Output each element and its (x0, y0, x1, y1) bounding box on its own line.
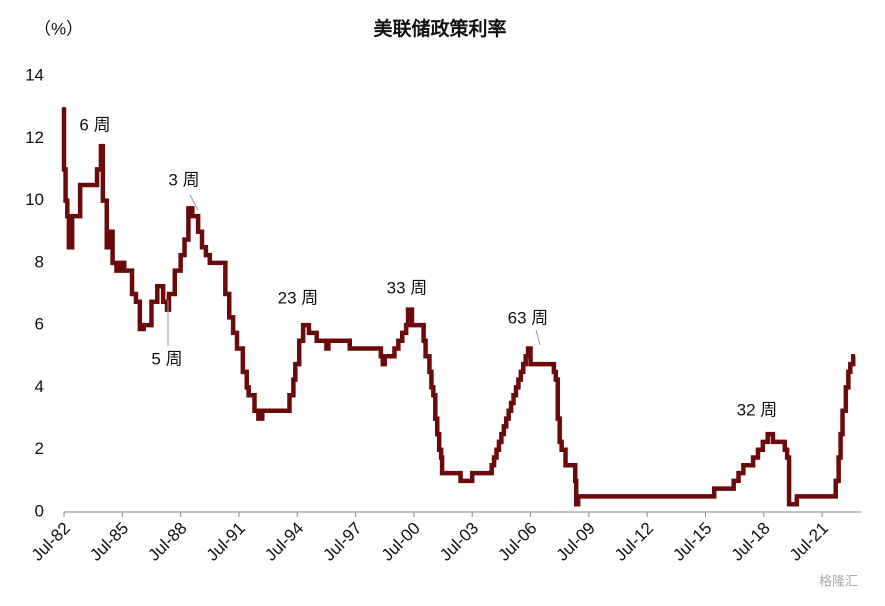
annotation: 63 周 (508, 308, 549, 327)
annotation: 3 周 (168, 170, 199, 189)
x-tick-label: Jul-06 (494, 519, 540, 565)
watermark: 格隆汇 (819, 573, 858, 588)
x-tick-label: Jul-97 (319, 519, 365, 565)
x-tick-label: Jul-00 (378, 519, 424, 565)
x-tick-label: Jul-03 (436, 519, 482, 565)
x-tick-label: Jul-91 (203, 519, 249, 565)
x-tick-label: Jul-21 (786, 519, 832, 565)
x-tick-label: Jul-85 (86, 519, 132, 565)
chart-title: 美联储政策利率 (373, 17, 506, 40)
y-tick-label: 10 (25, 190, 44, 209)
y-tick-label: 12 (25, 128, 44, 147)
x-tick-label: Jul-82 (28, 519, 74, 565)
annotation: 32 周 (737, 400, 778, 419)
x-tick-label: Jul-18 (728, 519, 774, 565)
annotation: 6 周 (79, 115, 110, 134)
y-tick-label: 2 (35, 439, 44, 458)
y-tick-label: 14 (25, 65, 44, 84)
y-tick-label: 4 (35, 377, 44, 396)
annotation: 33 周 (387, 278, 428, 297)
x-tick-label: Jul-94 (261, 519, 307, 565)
annotation-leader (189, 194, 199, 211)
annotation-leader (535, 329, 541, 346)
y-tick-label: 0 (35, 501, 44, 520)
y-unit: （%） (34, 19, 83, 38)
x-tick-label: Jul-12 (611, 519, 657, 565)
x-tick-label: Jul-15 (669, 519, 715, 565)
x-tick-label: Jul-09 (553, 519, 599, 565)
x-tick-label: Jul-88 (144, 519, 190, 565)
y-tick-label: 6 (35, 315, 44, 334)
annotation: 23 周 (278, 288, 319, 307)
data-line (61, 107, 856, 507)
annotation: 5 周 (151, 349, 182, 368)
y-tick-label: 8 (35, 252, 44, 271)
